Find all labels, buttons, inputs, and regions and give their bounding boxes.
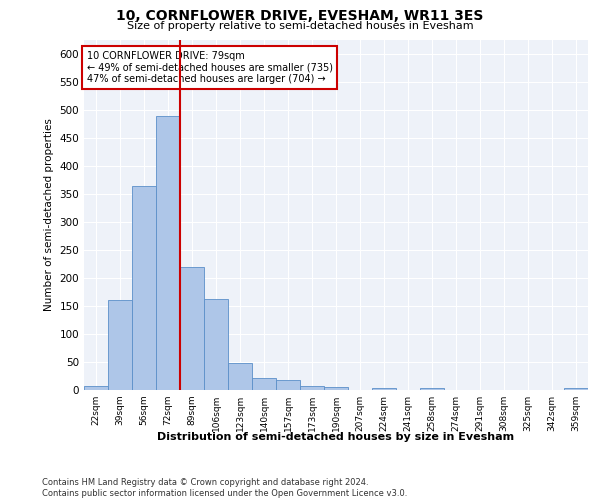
Bar: [84, 386, 108, 390]
Text: Distribution of semi-detached houses by size in Evesham: Distribution of semi-detached houses by …: [157, 432, 515, 442]
Bar: [156, 116, 180, 390]
Bar: [300, 386, 324, 390]
Bar: [180, 267, 204, 390]
Bar: [204, 298, 228, 390]
Bar: [108, 300, 132, 390]
Bar: [324, 387, 348, 390]
Bar: [276, 380, 300, 390]
Bar: [420, 388, 444, 390]
Bar: [564, 388, 588, 390]
Bar: [252, 378, 276, 390]
Text: 10, CORNFLOWER DRIVE, EVESHAM, WR11 3ES: 10, CORNFLOWER DRIVE, EVESHAM, WR11 3ES: [116, 9, 484, 23]
Text: Size of property relative to semi-detached houses in Evesham: Size of property relative to semi-detach…: [127, 21, 473, 31]
Text: Contains HM Land Registry data © Crown copyright and database right 2024.
Contai: Contains HM Land Registry data © Crown c…: [42, 478, 407, 498]
Bar: [372, 388, 396, 390]
Bar: [132, 186, 156, 390]
Y-axis label: Number of semi-detached properties: Number of semi-detached properties: [44, 118, 54, 312]
Bar: [228, 363, 252, 390]
Text: 10 CORNFLOWER DRIVE: 79sqm
← 49% of semi-detached houses are smaller (735)
47% o: 10 CORNFLOWER DRIVE: 79sqm ← 49% of semi…: [86, 50, 332, 84]
